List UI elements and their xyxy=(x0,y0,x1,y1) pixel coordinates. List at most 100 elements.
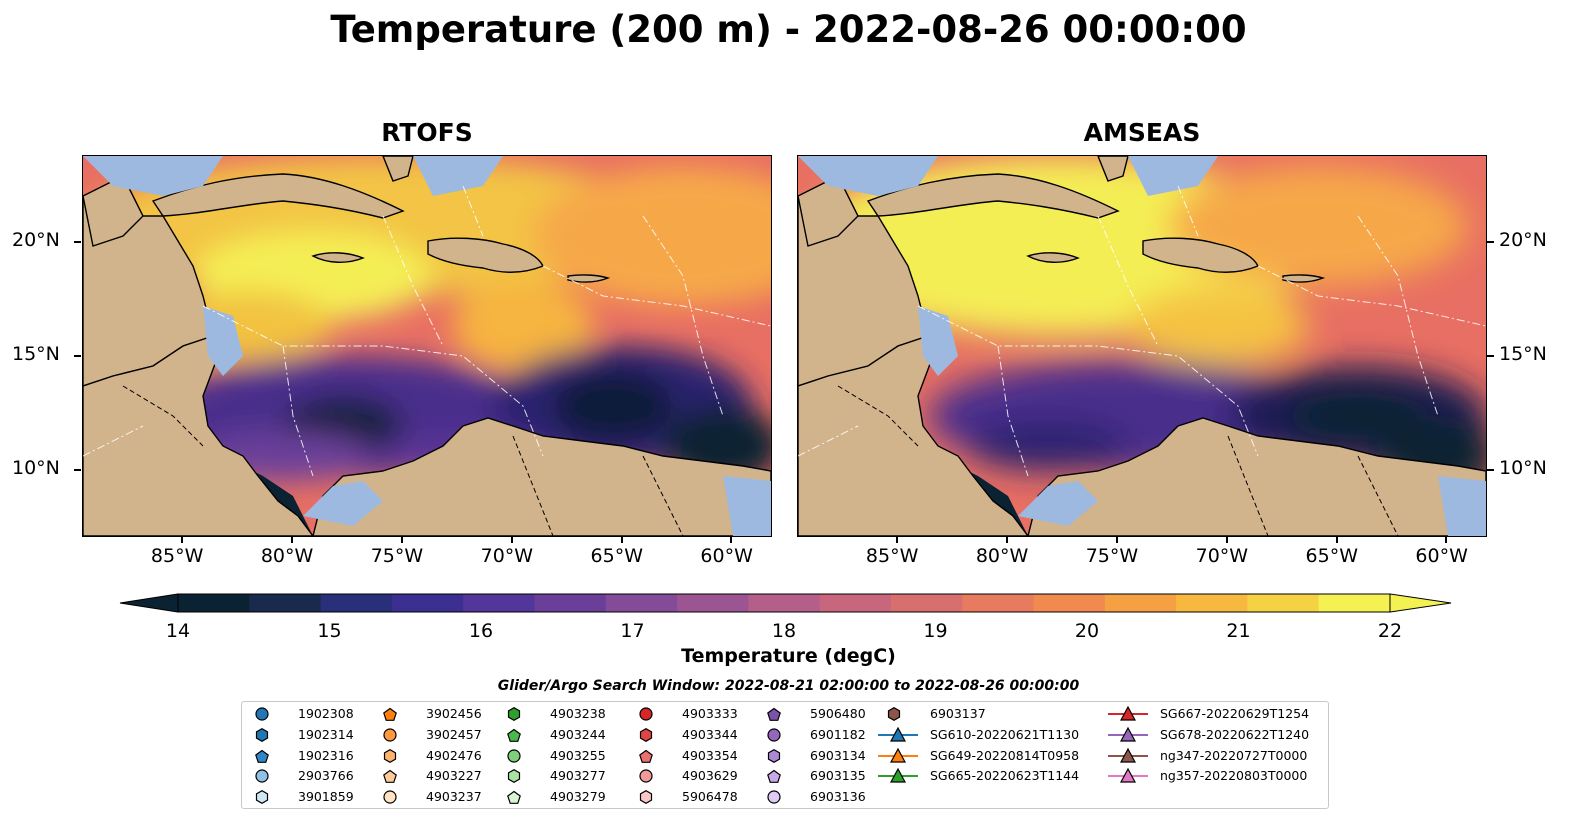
legend-entry-label: 6903136 xyxy=(810,789,866,805)
legend-entry-label: ng357-20220803T0000 xyxy=(1160,768,1308,784)
legend-entry-label: 6903134 xyxy=(810,747,866,763)
lon-tick-mark xyxy=(1335,536,1338,543)
legend-entry-label: SG667-20220629T1254 xyxy=(1160,706,1310,721)
lat-tick-mark xyxy=(1487,469,1494,471)
colorbar-extend-high xyxy=(1389,593,1452,613)
colorbar xyxy=(119,593,1452,613)
lat-tick-label: 20°N xyxy=(1499,229,1547,252)
triangle-marker-icon xyxy=(1108,726,1148,742)
colorbar-segment xyxy=(819,594,892,612)
legend-entry-label: 6901182 xyxy=(810,726,866,742)
colorbar-segment xyxy=(391,594,464,612)
legend-entry-label: 4903344 xyxy=(682,726,738,742)
legend-entry-label: 1902314 xyxy=(298,726,354,742)
legend-entry-label: 3902456 xyxy=(426,706,482,721)
hexagon-marker-icon xyxy=(255,790,269,805)
legend-entry-label: SG665-20220623T1144 xyxy=(930,768,1080,784)
lon-tick-mark xyxy=(510,536,513,543)
colorbar-segment xyxy=(1176,594,1249,612)
pentagon-marker-icon xyxy=(383,707,397,721)
hexagon-marker-icon xyxy=(639,790,653,805)
lon-tick-label: 85°W xyxy=(150,545,204,567)
lon-tick-mark xyxy=(180,536,183,543)
hexagon-marker-icon xyxy=(507,707,521,721)
legend-entry-label: 6903137 xyxy=(930,706,986,721)
lon-tick-label: 65°W xyxy=(590,545,643,567)
lon-tick-label: 60°W xyxy=(1415,545,1468,567)
colorbar-segment xyxy=(890,594,963,612)
legend-entry-label: SG678-20220622T1240 xyxy=(1160,726,1310,742)
legend-entry-label: 4903333 xyxy=(682,706,738,721)
colorbar-segment xyxy=(320,594,393,612)
legend-entry-label: 4903237 xyxy=(426,789,482,805)
hexagon-marker-icon xyxy=(507,769,521,784)
triangle-marker-icon xyxy=(1108,768,1148,783)
lat-tick-mark xyxy=(74,241,81,244)
legend-entry-label: 4903279 xyxy=(550,789,606,805)
legend-entry-label: 4903629 xyxy=(682,768,738,784)
colorbar-label: Temperature (degC) xyxy=(681,645,896,667)
lat-tick-label: 15°N xyxy=(1499,343,1547,366)
search-window-text: Glider/Argo Search Window: 2022-08-21 02… xyxy=(497,678,1080,694)
legend-entry-label: 4902476 xyxy=(426,747,482,763)
legend: 1902308 1902314 1902316 2903766 3901859 39024… xyxy=(241,701,1329,809)
lon-tick-mark xyxy=(1225,536,1228,543)
hexagon-marker-icon xyxy=(639,727,653,742)
lon-tick-label: 85°W xyxy=(865,545,919,567)
map-amseas[interactable] xyxy=(797,155,1487,537)
circle-marker-icon xyxy=(639,707,653,721)
legend-entry-label: 6903135 xyxy=(810,768,866,784)
colorbar-segment xyxy=(962,594,1035,612)
colorbar-segment xyxy=(463,594,536,612)
pentagon-marker-icon xyxy=(767,770,781,784)
colorbar-tick-label: 21 xyxy=(1226,620,1251,642)
pentagon-marker-icon xyxy=(383,770,397,784)
colorbar-tick-label: 22 xyxy=(1377,620,1403,642)
legend-entry-label: 4903277 xyxy=(550,768,606,784)
legend-entry-label: 3901859 xyxy=(298,789,354,805)
lon-tick-mark xyxy=(895,536,898,543)
lat-tick-mark xyxy=(1487,355,1494,358)
colorbar-segment xyxy=(748,594,821,612)
pentagon-marker-icon xyxy=(767,707,781,721)
lat-tick-label: 15°N xyxy=(12,343,60,366)
lon-tick-mark xyxy=(1445,536,1448,543)
colorbar-tick-label: 14 xyxy=(165,620,191,642)
pentagon-marker-icon xyxy=(255,749,269,763)
legend-entry-label: 1902316 xyxy=(298,747,354,763)
circle-marker-icon xyxy=(383,728,397,742)
colorbar-segment xyxy=(677,594,749,612)
lat-tick-label: 20°N xyxy=(12,229,60,252)
colorbar-tick-label: 17 xyxy=(620,620,645,642)
circle-marker-icon xyxy=(507,748,521,763)
lon-tick-mark xyxy=(1115,536,1118,543)
colorbar-segment xyxy=(534,594,607,612)
circle-marker-icon xyxy=(767,790,781,804)
lon-tick-mark xyxy=(730,536,733,543)
triangle-marker-icon xyxy=(1108,747,1148,763)
lon-tick-label: 75°W xyxy=(1085,545,1139,567)
lat-tick-mark xyxy=(1487,241,1494,244)
legend-entry-label: 4903255 xyxy=(550,747,606,763)
triangle-marker-icon xyxy=(878,726,918,742)
pentagon-marker-icon xyxy=(507,728,521,742)
lon-tick-mark xyxy=(400,536,403,543)
colorbar-tick-label: 20 xyxy=(1074,620,1100,642)
figure-title: Temperature (200 m) - 2022-08-26 00:00:0… xyxy=(330,8,1247,51)
lat-tick-mark xyxy=(74,355,81,358)
triangle-marker-icon xyxy=(878,768,918,783)
colorbar-tick-label: 16 xyxy=(468,620,494,642)
legend-entry-label: 4903354 xyxy=(682,747,738,763)
circle-marker-icon xyxy=(767,728,781,742)
lon-tick-mark xyxy=(620,536,623,543)
lat-tick-label: 10°N xyxy=(1499,457,1547,479)
pentagon-marker-icon xyxy=(639,749,653,763)
colorbar-extend-low xyxy=(119,593,179,613)
circle-marker-icon xyxy=(639,769,653,783)
map-rtofs[interactable] xyxy=(82,155,772,537)
lon-tick-mark xyxy=(1005,536,1008,543)
lon-tick-label: 60°W xyxy=(700,545,753,567)
triangle-marker-icon xyxy=(878,747,918,763)
colorbar-segment xyxy=(605,594,678,612)
panel-title-amseas: AMSEAS xyxy=(1083,118,1201,147)
